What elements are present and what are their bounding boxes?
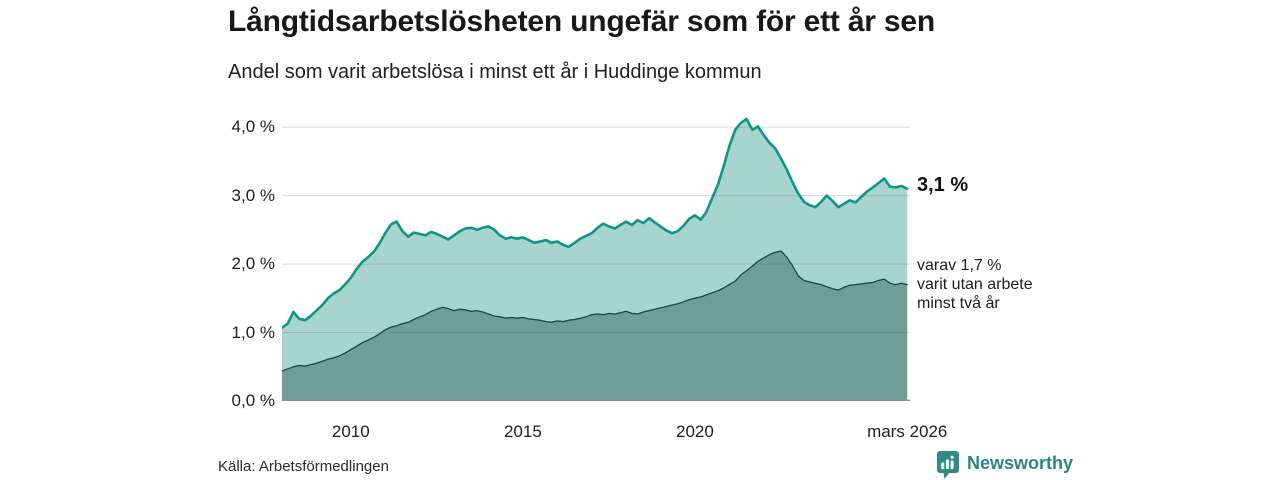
chart-title: Långtidsarbetslösheten ungefär som för e… xyxy=(228,5,936,38)
sub-annotation-line-2: varit utan arbete xyxy=(917,276,1033,293)
newsworthy-logo-text: Newsworthy xyxy=(967,453,1074,473)
plot-area xyxy=(282,117,910,401)
y-axis-tick-label: 1,0 % xyxy=(231,322,275,342)
sub-annotation-line-3: minst två år xyxy=(917,295,1000,312)
y-axis-tick-label: 2,0 % xyxy=(231,254,275,274)
y-axis-tick-label: 3,0 % xyxy=(231,185,275,205)
area-fill-series-2 xyxy=(282,251,908,401)
newsworthy-logo-icon xyxy=(937,451,959,479)
x-axis-tick-label: 2010 xyxy=(331,422,370,441)
newsworthy-logo: Newsworthy xyxy=(936,450,1073,480)
sub-annotation-line-1: varav 1,7 % xyxy=(917,257,1002,274)
source-attribution: Källa: Arbetsförmedlingen xyxy=(218,458,389,475)
y-axis-tick-label: 4,0 % xyxy=(231,117,275,137)
series-sub-annotation: varav 1,7 % varit utan arbete minst två … xyxy=(917,256,1033,313)
line-series-1 xyxy=(282,117,909,329)
x-axis-tick-label: 2020 xyxy=(676,422,714,441)
line-series-2 xyxy=(282,250,908,372)
y-axis-tick-label: 0,0 % xyxy=(231,391,275,410)
x-axis-tick-label: mars 2026 xyxy=(867,422,948,441)
chart-subtitle: Andel som varit arbetslösa i minst ett å… xyxy=(228,61,762,83)
series-end-value-label: 3,1 % xyxy=(917,174,969,196)
x-axis-tick-label: 2015 xyxy=(503,422,542,441)
